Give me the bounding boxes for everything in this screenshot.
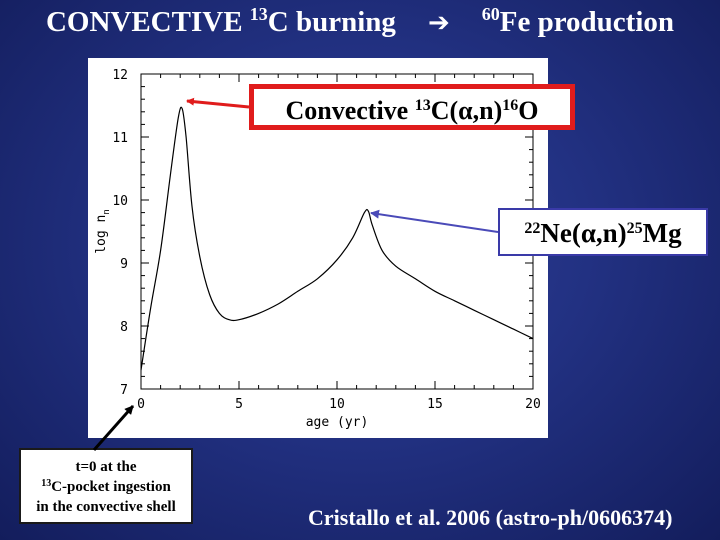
title-part3: Fe production [499, 6, 675, 38]
x-tick-label: 10 [329, 397, 345, 412]
c13-suffix: O [518, 96, 539, 125]
note-line3: in the convective shell [36, 499, 176, 515]
title-sup1: 13 [249, 4, 268, 25]
ne22-sup2: 25 [626, 220, 643, 238]
title-part1: CONVECTIVE [45, 6, 250, 38]
time-origin-note: t=0 at the 13C-pocket ingestion in the c… [19, 448, 193, 524]
c13-sup1: 13 [414, 97, 431, 115]
x-tick-label: 0 [137, 397, 145, 412]
slide-title: CONVECTIVE 13C burning ➔ 60Fe production [0, 4, 720, 39]
title-part2: C burning [267, 6, 396, 38]
y-tick-label: 8 [120, 320, 128, 335]
ne22-mid: Ne(α,n) [540, 218, 627, 248]
c13-reaction-label: Convective 13C(α,n)16O [249, 84, 575, 130]
note-line1: t=0 at the [75, 459, 137, 475]
right-arrow-icon: ➔ [427, 8, 450, 38]
y-tick-label: 10 [112, 194, 128, 209]
c13-mid: C(α,n) [430, 96, 503, 125]
y-axis-label-subscript: n [102, 209, 112, 214]
x-tick-label: 5 [235, 397, 243, 412]
c13-sup2: 16 [502, 97, 519, 115]
x-axis-label: age (yr) [306, 415, 369, 430]
y-tick-label: 11 [112, 131, 128, 146]
y-axis-label: log nn [94, 209, 112, 254]
neutron-density-line [140, 106, 534, 371]
note-line2: C-pocket ingestion [51, 479, 171, 495]
ne22-sup1: 22 [524, 220, 541, 238]
c13-prefix: Convective [285, 96, 415, 125]
citation: Cristallo et al. 2006 (astro-ph/0606374) [308, 505, 673, 530]
x-tick-label: 20 [525, 397, 541, 412]
y-tick-label: 12 [112, 68, 128, 83]
ne22-reaction-label: 22Ne(α,n)25Mg [498, 208, 708, 256]
ne22-suffix: Mg [642, 218, 682, 248]
note-sup: 13 [41, 478, 52, 489]
y-tick-label: 7 [120, 383, 128, 398]
title-sup2: 60 [481, 4, 500, 25]
x-tick-label: 15 [427, 397, 443, 412]
y-tick-label: 9 [120, 257, 128, 272]
